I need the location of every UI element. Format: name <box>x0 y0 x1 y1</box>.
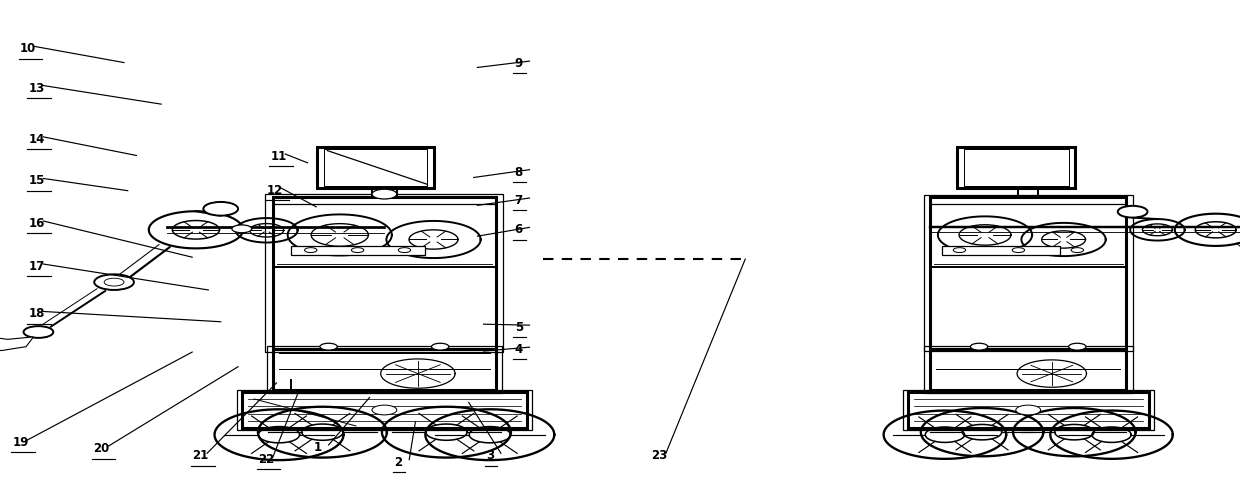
Circle shape <box>94 275 134 290</box>
Text: 9: 9 <box>515 57 523 70</box>
Text: 17: 17 <box>29 260 45 272</box>
Circle shape <box>232 225 252 233</box>
Circle shape <box>372 405 397 415</box>
Circle shape <box>1117 206 1147 218</box>
Bar <box>267 346 502 393</box>
Bar <box>924 346 1132 393</box>
Circle shape <box>971 344 988 350</box>
Text: 18: 18 <box>29 307 45 320</box>
Text: 10: 10 <box>20 42 36 55</box>
Text: 11: 11 <box>270 150 286 163</box>
Text: 22: 22 <box>258 452 274 465</box>
Bar <box>242 392 527 428</box>
Polygon shape <box>0 336 33 351</box>
Text: 15: 15 <box>29 174 45 187</box>
Bar <box>957 147 1075 189</box>
Text: 21: 21 <box>192 448 208 461</box>
Circle shape <box>398 248 410 253</box>
Bar <box>273 349 496 390</box>
Text: 2: 2 <box>394 455 403 468</box>
Circle shape <box>1069 344 1086 350</box>
Text: 14: 14 <box>29 133 45 145</box>
Circle shape <box>432 344 449 350</box>
Bar <box>273 198 496 349</box>
Circle shape <box>24 326 53 338</box>
Text: 4: 4 <box>515 343 523 355</box>
Text: 8: 8 <box>515 165 523 178</box>
Circle shape <box>1071 248 1084 253</box>
Text: 16: 16 <box>29 217 45 229</box>
Bar <box>237 390 532 430</box>
Text: 23: 23 <box>651 448 667 461</box>
Text: 5: 5 <box>515 321 523 333</box>
Bar <box>903 390 1153 430</box>
Text: 13: 13 <box>29 81 45 94</box>
Bar <box>265 195 503 352</box>
Bar <box>290 246 424 255</box>
Bar <box>930 198 1126 349</box>
Text: 7: 7 <box>515 194 523 206</box>
Bar <box>324 150 428 186</box>
Text: 1: 1 <box>314 440 322 453</box>
Bar <box>942 246 1060 255</box>
Bar <box>317 147 434 189</box>
Circle shape <box>305 248 317 253</box>
Circle shape <box>351 248 363 253</box>
Bar <box>963 150 1069 186</box>
Text: 3: 3 <box>486 448 495 461</box>
Circle shape <box>372 190 397 200</box>
Bar <box>924 195 1132 351</box>
Circle shape <box>954 248 966 253</box>
Text: 12: 12 <box>267 184 283 197</box>
Text: 19: 19 <box>12 435 29 448</box>
Circle shape <box>1016 405 1040 415</box>
Text: 20: 20 <box>93 442 109 454</box>
Circle shape <box>203 203 238 216</box>
Bar <box>930 349 1126 390</box>
Bar <box>908 392 1148 428</box>
Text: 6: 6 <box>515 223 523 236</box>
Circle shape <box>1012 248 1024 253</box>
Circle shape <box>320 344 337 350</box>
